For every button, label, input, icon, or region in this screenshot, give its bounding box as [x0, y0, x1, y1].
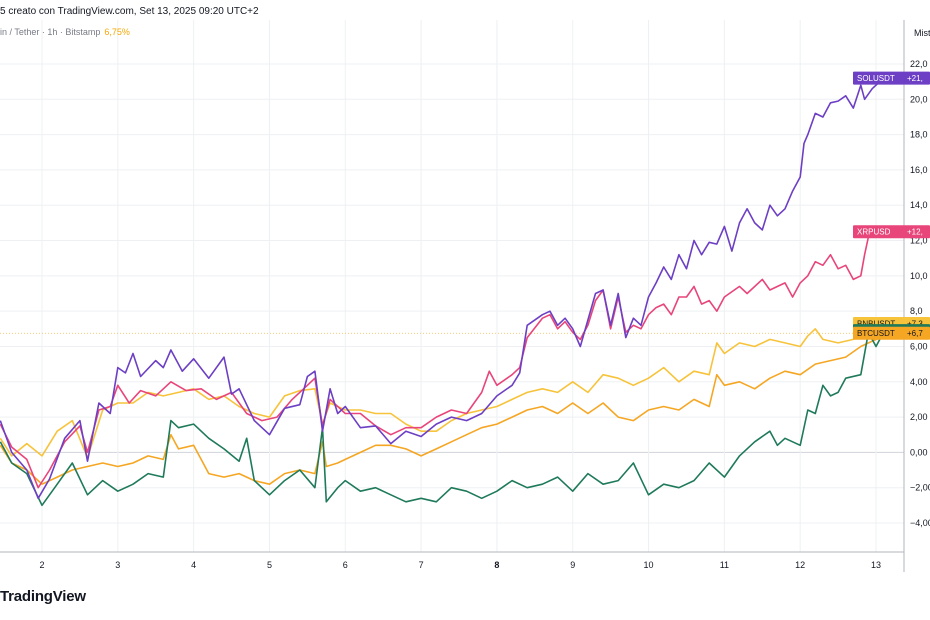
x-tick-label: 2 [39, 560, 44, 570]
y-tick-label: 22,0 [910, 59, 928, 69]
x-tick-label: 8 [494, 560, 499, 570]
series-line-solusdt [0, 73, 899, 500]
y-tick-label: 18,0 [910, 130, 928, 140]
x-tick-label: 5 [267, 560, 272, 570]
y-tick-label: 8,0 [910, 306, 923, 316]
value-tag-solusdt[interactable]: SOLUSDT +21, [853, 71, 930, 85]
y-tick-label: 10,0 [910, 271, 928, 281]
y-tick-label: 2,00 [910, 412, 928, 422]
value-tag-background [853, 326, 930, 340]
chart-grid [0, 20, 904, 552]
y-axis: 22,0 20,0 18,0 16,0 14,0 12,0 10,0 8,0 6,00 4,00 2… [903, 20, 930, 572]
y-tick-label: 4,00 [910, 377, 928, 387]
x-tick-label: 3 [115, 560, 120, 570]
x-tick-label: 12 [795, 560, 805, 570]
y-tick-label: −2,00 [910, 483, 930, 493]
symbol-legend[interactable]: in / Tether · 1h · Bitstamp 6,75% [0, 27, 130, 37]
value-tag-value: +6,7 [907, 329, 923, 338]
y-tick-label: 20,0 [910, 94, 928, 104]
value-tag-background [853, 71, 930, 85]
x-tick-label: 6 [343, 560, 348, 570]
value-tag-symbol: BTCUSDT [857, 329, 895, 338]
value-tag-value: +21, [907, 74, 923, 83]
x-tick-label: 11 [720, 560, 729, 570]
x-tick-label: 4 [191, 560, 196, 570]
legend-symbol-text: in / Tether · 1h · Bitstamp [0, 27, 101, 37]
y-tick-label: 14,0 [910, 200, 928, 210]
y-tick-label: 6,00 [910, 341, 928, 351]
x-tick-label: 7 [419, 560, 424, 570]
y-tick-label: 12,0 [910, 236, 928, 246]
y-tick-label: 0,00 [910, 447, 928, 457]
chart-series-layer [0, 73, 899, 507]
x-axis: 2 3 4 5 6 7 8 9 10 11 12 13 [0, 551, 904, 570]
y-tick-label: −4,00 [910, 518, 930, 528]
value-tag-value: +7,3 [907, 320, 923, 329]
value-tag-symbol: XRPUSD [857, 228, 891, 237]
chart-created-caption: 5 creato con TradingView.com, Set 13, 20… [0, 6, 259, 17]
series-value-tags: SOLUSDT+21,XRPUSD+12,BNBUSDT+7,3ETHUSDT+… [853, 71, 930, 340]
x-tick-label: 9 [570, 560, 575, 570]
value-tag-xrpusd[interactable]: XRPUSD +12, [853, 225, 930, 239]
value-tag-value: +12, [907, 228, 923, 237]
series-line-bnbusdt [0, 322, 899, 459]
series-line-ethusdt [0, 329, 899, 507]
x-tick-label: 13 [871, 560, 881, 570]
value-tag-symbol: SOLUSDT [857, 74, 895, 83]
tradingview-logo: TradingView [0, 588, 86, 605]
series-line-btcusdt [0, 332, 899, 485]
series-line-xrpusd [0, 225, 899, 489]
value-tag-background [853, 225, 930, 239]
x-tick-label: 10 [644, 560, 654, 570]
y-axis-title: Mist [914, 28, 930, 38]
value-tag-btcusdt[interactable]: BTCUSDT +6,7 [853, 326, 930, 340]
y-tick-label: 16,0 [910, 165, 928, 175]
legend-value: 6,75% [104, 27, 130, 37]
value-tag-symbol: BNBUSDT [857, 320, 895, 329]
